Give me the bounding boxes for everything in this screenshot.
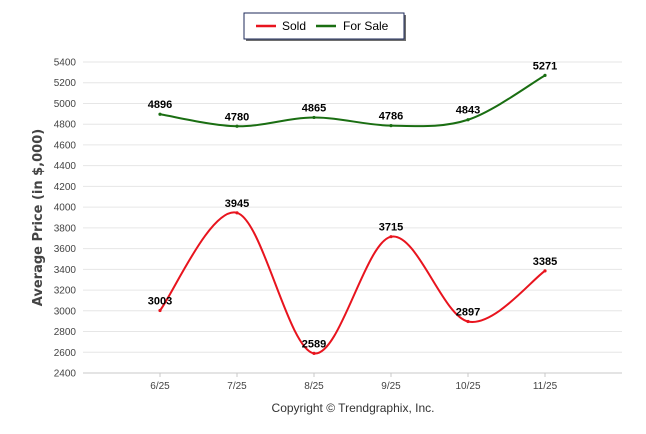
data-point-for-sale [466, 118, 470, 122]
y-tick-label: 4800 [54, 120, 77, 131]
data-label-for-sale: 4780 [225, 111, 249, 123]
data-label-sold: 3715 [379, 222, 403, 234]
data-label-for-sale: 4786 [379, 111, 403, 123]
data-point-for-sale [543, 73, 547, 77]
data-label-for-sale: 4896 [148, 99, 172, 111]
data-label-sold: 3945 [225, 198, 249, 210]
data-point-sold [158, 308, 162, 313]
data-labels: 3003 3945 2589 3715 2897 3385 4896 4780 4865 4786… [148, 60, 557, 350]
y-tick-label: 2400 [54, 369, 77, 380]
data-point-sold [466, 319, 470, 324]
series-line-sold [159, 211, 546, 355]
legend: Sold For Sale [243, 12, 406, 41]
x-tick-label: 7/25 [227, 381, 247, 392]
data-point-for-sale [312, 115, 316, 120]
data-label-for-sale: 4843 [456, 105, 480, 117]
y-tick-label: 3400 [54, 265, 77, 276]
y-tick-label: 3200 [54, 286, 77, 297]
y-tick-label: 4000 [54, 203, 77, 214]
data-label-sold: 2897 [456, 306, 480, 318]
x-tick-label: 10/25 [455, 381, 480, 392]
y-tick-label: 3800 [54, 223, 77, 234]
data-label-sold: 3003 [148, 295, 172, 307]
x-tick-label: 6/25 [150, 381, 170, 392]
data-point-sold [235, 211, 239, 215]
y-tick-label: 4200 [54, 182, 77, 193]
data-point-sold [389, 235, 393, 239]
legend-label-sold: Sold [282, 19, 306, 33]
data-label-sold: 2589 [302, 338, 326, 350]
x-tick-label: 9/25 [381, 381, 401, 392]
data-point-for-sale [158, 112, 162, 116]
series-lines [158, 73, 547, 356]
y-tick-label: 4600 [54, 140, 77, 151]
copyright-text: Copyright © Trendgraphix, Inc. [272, 401, 435, 415]
data-point-for-sale [235, 124, 239, 128]
y-tick-label: 4400 [54, 161, 77, 172]
y-axis-ticks: 2400 2600 2800 3000 3200 3400 3600 3800 4000 4200… [54, 58, 77, 380]
legend-label-for-sale: For Sale [343, 19, 389, 33]
y-tick-label: 3600 [54, 244, 77, 255]
data-label-for-sale: 5271 [533, 60, 557, 72]
x-tick-label: 8/25 [304, 381, 324, 392]
data-point-sold [543, 269, 547, 273]
series-line-for-sale [159, 74, 546, 128]
y-tick-label: 5400 [54, 58, 77, 69]
data-point-for-sale [389, 124, 393, 128]
data-label-sold: 3385 [533, 256, 557, 268]
y-tick-label: 5000 [54, 99, 77, 110]
data-point-sold [312, 351, 316, 356]
y-tick-label: 3000 [54, 306, 77, 317]
y-tick-label: 5200 [54, 78, 77, 89]
y-axis-label: Average Price (in $,000) [31, 129, 46, 306]
y-tick-label: 2600 [54, 348, 77, 359]
grid-lines [83, 61, 622, 374]
data-label-for-sale: 4865 [302, 102, 326, 114]
x-axis-ticks: 6/25 7/25 8/25 9/25 10/25 11/25 [150, 373, 558, 392]
y-tick-label: 2800 [54, 327, 77, 338]
x-tick-label: 11/25 [533, 381, 558, 392]
